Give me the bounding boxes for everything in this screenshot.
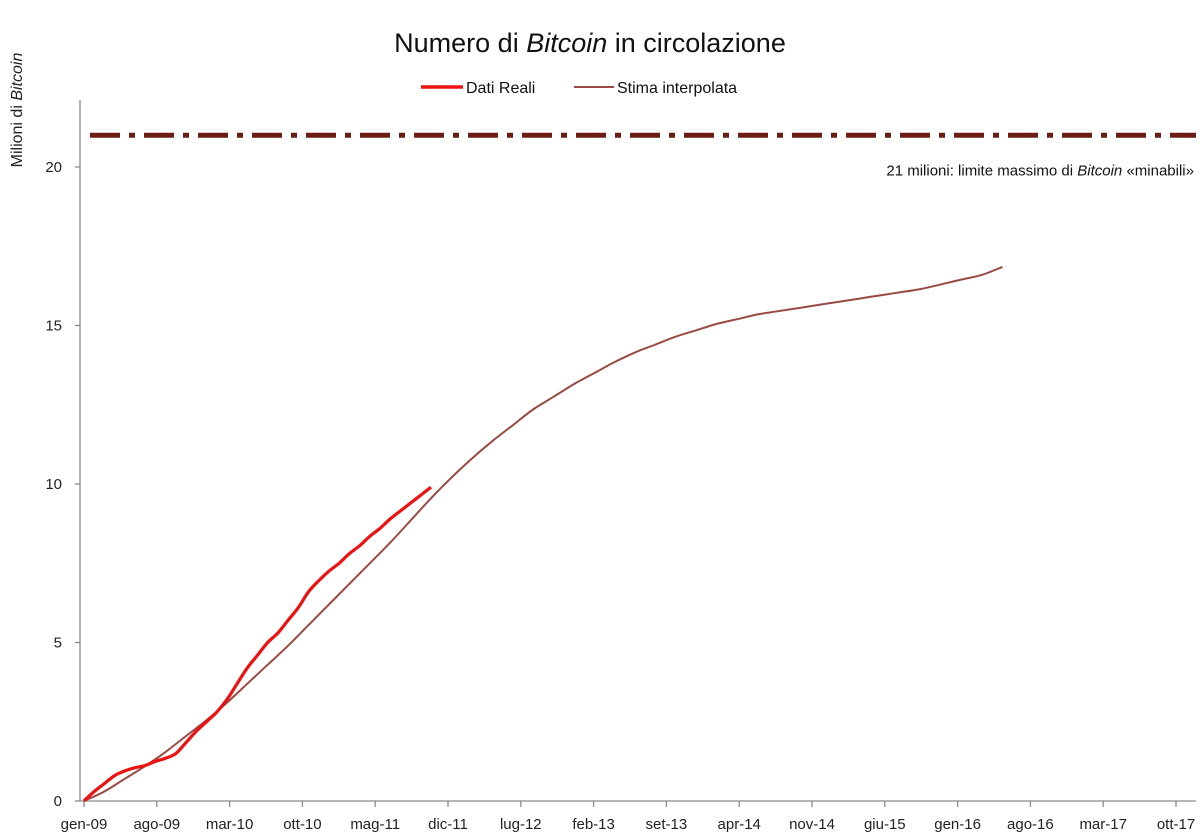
x-tick-label: lug-12 — [500, 816, 542, 833]
legend-label-stima-interpolata: Stima interpolata — [617, 80, 737, 97]
y-axis-label-italic: Bitcoin — [9, 53, 26, 101]
series-line-stima-interpolata — [83, 265, 1003, 802]
y-tick-label: 5 — [54, 635, 62, 652]
y-tick-label: 15 — [45, 318, 62, 335]
x-ticks: gen-09 ago-09 mar-10 ott-10 mag-11 dic-11 lug-… — [61, 801, 1195, 833]
x-tick-label: gen-16 — [934, 816, 981, 833]
x-tick-label: gen-09 — [61, 816, 108, 833]
x-tick-label: apr-14 — [718, 816, 761, 833]
x-tick-label: dic-11 — [428, 816, 468, 833]
y-tick-label: 0 — [54, 793, 62, 810]
x-tick-label: ago-09 — [133, 816, 180, 833]
x-tick-label: nov-14 — [789, 816, 835, 833]
limit-annotation-italic: Bitcoin — [1077, 162, 1122, 179]
y-tick-label: 20 — [45, 159, 62, 176]
x-tick-label: mag-11 — [350, 816, 400, 833]
legend: Dati Reali Stima interpolata — [421, 80, 737, 97]
limit-annotation-part: 21 milioni: limite massimo di — [886, 162, 1077, 179]
y-axis-label-part: Milioni di — [9, 101, 26, 168]
x-tick-label: ott-17 — [1157, 816, 1195, 833]
chart-title-part: Numero di — [394, 28, 526, 58]
x-tick-label: ott-10 — [283, 816, 321, 833]
chart-title: Numero di Bitcoin in circolazione — [394, 28, 786, 58]
x-tick-label: feb-13 — [572, 816, 615, 833]
x-tick-label: ago-16 — [1007, 816, 1054, 833]
x-tick-label: mar-10 — [206, 816, 254, 833]
y-tick-label: 10 — [45, 476, 62, 493]
legend-label-dati-reali: Dati Reali — [466, 80, 535, 97]
x-tick-label: mar-17 — [1079, 816, 1127, 833]
chart-title-part: in circolazione — [607, 28, 786, 58]
x-tick-label: set-13 — [646, 816, 688, 833]
y-ticks: 0 5 10 15 20 — [45, 159, 80, 810]
limit-annotation: 21 milioni: limite massimo di Bitcoin «m… — [886, 162, 1194, 179]
limit-annotation-part: «minabili» — [1122, 162, 1194, 179]
y-axis-label: Milioni di Bitcoin — [9, 53, 26, 168]
series-line-dati-reali — [82, 485, 432, 803]
x-tick-label: giu-15 — [864, 816, 906, 833]
chart-title-italic: Bitcoin — [526, 28, 607, 58]
